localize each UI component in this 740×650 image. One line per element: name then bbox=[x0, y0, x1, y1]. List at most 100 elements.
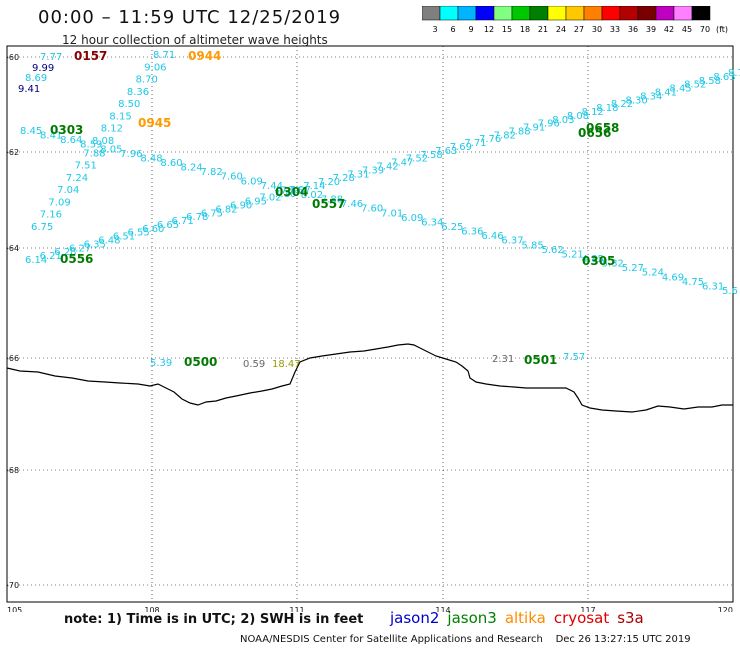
wave-height-value: 8.45 bbox=[669, 84, 691, 95]
wave-height-value: 8.36 bbox=[127, 87, 149, 98]
colorbar-unit: (ft) bbox=[716, 25, 728, 34]
wave-height-value: 8.05 bbox=[100, 144, 122, 155]
axis-tick-labels: -60 -62 -64 -66 -68 -70 105 108 111 114 117 120 bbox=[6, 53, 733, 612]
wave-height-value: 8.08 bbox=[567, 111, 589, 122]
wave-height-value: 7.24 bbox=[66, 173, 88, 184]
lon-label: 108 bbox=[144, 606, 159, 612]
wave-height-value: 8.30 bbox=[625, 95, 647, 106]
wave-height-value: 7.82 bbox=[201, 167, 223, 178]
map-title: 00:00 – 11:59 UTC 12/25/2019 bbox=[38, 7, 342, 28]
wave-height-value: 7.60 bbox=[221, 172, 243, 183]
wave-height-value: 7.88 bbox=[508, 126, 530, 137]
wave-height-value: 5.21 bbox=[562, 249, 584, 260]
wave-height-value: 7.31 bbox=[347, 169, 369, 180]
wave-height-value: 8.69 bbox=[25, 73, 47, 84]
wave-height-value: 18.47 bbox=[272, 359, 301, 370]
wave-height-value: 7.46 bbox=[341, 199, 363, 210]
wave-height-value: 8.60 bbox=[160, 158, 182, 169]
lon-label: 105 bbox=[7, 606, 22, 612]
wave-height-value: 6.28 bbox=[54, 247, 76, 258]
colorbar-label: 27 bbox=[574, 25, 584, 34]
wave-height-value: 7.56 bbox=[281, 185, 303, 196]
wave-height-value: 7.47 bbox=[391, 158, 413, 169]
wave-height-value: 9.06 bbox=[144, 62, 166, 73]
lon-label: 114 bbox=[435, 606, 450, 612]
wave-height-value: 4.75 bbox=[682, 277, 704, 288]
wave-height-value: 6.27 bbox=[69, 243, 91, 254]
wave-height-value: 6.14 bbox=[25, 255, 47, 266]
map-subtitle: 12 hour collection of altimeter wave hei… bbox=[62, 33, 328, 47]
wave-height-points: 6.146.216.286.276.356.486.516.556.606.65… bbox=[18, 49, 740, 370]
pass-time-label: 0557 bbox=[312, 197, 345, 211]
pass-time-label: 0501 bbox=[524, 353, 557, 367]
wave-height-value: 7.60 bbox=[361, 204, 383, 215]
colorbar-label: 15 bbox=[502, 25, 512, 34]
satellite-legend: jason2 jason3 altika cryosat s3a bbox=[390, 609, 652, 627]
legend-cryosat: cryosat bbox=[553, 609, 610, 627]
colorbar-label: 39 bbox=[646, 25, 656, 34]
footnote: note: 1) Time is in UTC; 2) SWH is in fe… bbox=[64, 612, 364, 627]
colorbar-swatch bbox=[691, 6, 711, 21]
wave-height-value: 8.71 bbox=[153, 50, 175, 61]
pass-time-label: 0945 bbox=[138, 116, 171, 130]
lon-label: 117 bbox=[580, 606, 595, 612]
lon-label: 111 bbox=[289, 606, 304, 612]
wave-height-value: 8.24 bbox=[180, 163, 202, 174]
wave-height-value: 8.18 bbox=[596, 103, 618, 114]
colorbar-label: 21 bbox=[538, 25, 548, 34]
wave-height-value: 9.41 bbox=[18, 84, 40, 95]
colorbar-label: 6 bbox=[450, 25, 455, 34]
wave-height-value: 5.85 bbox=[521, 240, 543, 251]
wave-height-value: 6.25 bbox=[441, 222, 463, 233]
wave-height-value: 8.41 bbox=[655, 87, 677, 98]
wave-height-value: 6.35 bbox=[84, 239, 106, 250]
wave-height-value: 7.69 bbox=[450, 142, 472, 153]
lat-label: -66 bbox=[6, 354, 19, 363]
wave-height-value: 7.07 bbox=[289, 185, 311, 196]
colorbar-label: 33 bbox=[610, 25, 620, 34]
wave-height-value: 9.99 bbox=[32, 63, 54, 74]
lat-label: -64 bbox=[6, 244, 19, 253]
credit-line: NOAA/NESDIS Center for Satellite Applica… bbox=[240, 634, 691, 645]
wave-height-value: 6.60 bbox=[142, 224, 164, 235]
timestamp: Dec 26 13:27:15 UTC 2019 bbox=[555, 634, 691, 645]
wave-height-value: 8.70 bbox=[728, 68, 740, 79]
wave-height-value: 6.09 bbox=[401, 213, 423, 224]
lon-label: 120 bbox=[718, 606, 733, 612]
wave-height-value: 6.48 bbox=[98, 236, 120, 247]
pass-time-label: 0556 bbox=[60, 252, 93, 266]
wave-height-value: 7.96 bbox=[538, 119, 560, 130]
wave-height-value: 7.42 bbox=[377, 162, 399, 173]
credit-text: NOAA/NESDIS Center for Satellite Applica… bbox=[240, 634, 543, 645]
wave-height-value: 8.41 bbox=[40, 131, 62, 142]
wave-height-value: 7.91 bbox=[523, 123, 545, 134]
wave-height-value: 8.34 bbox=[640, 91, 662, 102]
lat-label: -62 bbox=[6, 148, 19, 157]
wave-height-value: 8.64 bbox=[60, 135, 82, 146]
wave-height-value: 7.96 bbox=[120, 149, 142, 160]
legend-altika: altika bbox=[504, 609, 546, 627]
wave-height-value: 8.12 bbox=[101, 124, 123, 135]
wave-height-value: 8.50 bbox=[118, 99, 140, 110]
legend-s3a: s3a bbox=[617, 609, 644, 627]
wave-height-value: 6.71 bbox=[171, 216, 193, 227]
wave-height-value: 7.10 bbox=[274, 189, 296, 200]
colorbar-label: 3 bbox=[432, 25, 437, 34]
wave-height-value: 0.59 bbox=[243, 359, 265, 370]
wave-height-value: 8.03 bbox=[552, 115, 574, 126]
wave-height-value: 8.45 bbox=[20, 126, 42, 137]
pass-time-label: 0305 bbox=[582, 254, 615, 268]
wave-height-value: 7.77 bbox=[40, 52, 62, 63]
wave-height-colorbar: 3 6 9 12 15 18 21 24 27 30 33 36 39 42 45 70 (ft) bbox=[422, 6, 728, 34]
wave-height-value: 6.37 bbox=[501, 236, 523, 247]
wave-height-value: 6.75 bbox=[31, 222, 53, 233]
lat-label: -68 bbox=[6, 466, 19, 475]
colorbar-label: 42 bbox=[664, 25, 674, 34]
pass-time-label: 0303 bbox=[50, 123, 83, 137]
wave-height-value: 7.14 bbox=[303, 181, 325, 192]
colorbar-label: 70 bbox=[700, 25, 710, 34]
wave-height-value: 6.31 bbox=[702, 281, 724, 292]
wave-height-value: 8.58 bbox=[699, 76, 721, 87]
wave-height-value: 8.52 bbox=[684, 80, 706, 91]
wave-height-value: 7.01 bbox=[381, 208, 403, 219]
